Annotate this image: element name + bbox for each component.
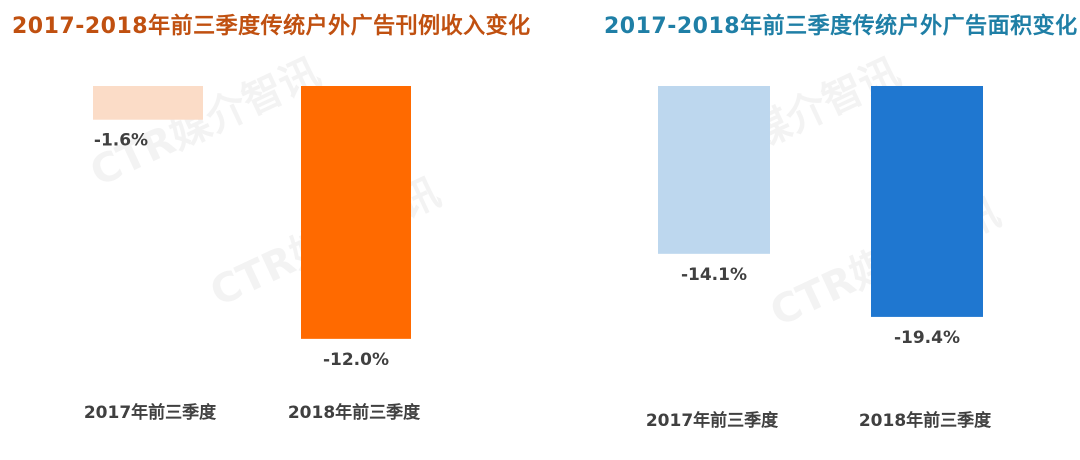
bar-1 xyxy=(658,86,770,254)
data-label: -1.6% xyxy=(94,131,148,151)
data-label: -12.0% xyxy=(323,350,389,370)
data-label: -14.1% xyxy=(681,265,747,285)
bar-2 xyxy=(871,86,983,317)
revenue-bar-chart: -1.6% 2017年前三季度 -12.0% 2018年前三季度 xyxy=(84,86,421,423)
area-bar-chart: -14.1% 2017年前三季度 -19.4% 2018年前三季度 xyxy=(646,86,992,431)
category-label: 2017年前三季度 xyxy=(646,410,779,431)
category-label: 2018年前三季度 xyxy=(859,410,992,431)
chart-title-revenue: 2017-2018年前三季度传统户外广告刊例收入变化 xyxy=(12,14,531,39)
category-label: 2017年前三季度 xyxy=(84,402,217,423)
category-label: 2018年前三季度 xyxy=(288,402,421,423)
bar-2 xyxy=(301,86,411,339)
chart-title-area: 2017-2018年前三季度传统户外广告面积变化 xyxy=(604,14,1078,39)
data-label: -19.4% xyxy=(894,328,960,348)
bar-1 xyxy=(93,86,203,120)
